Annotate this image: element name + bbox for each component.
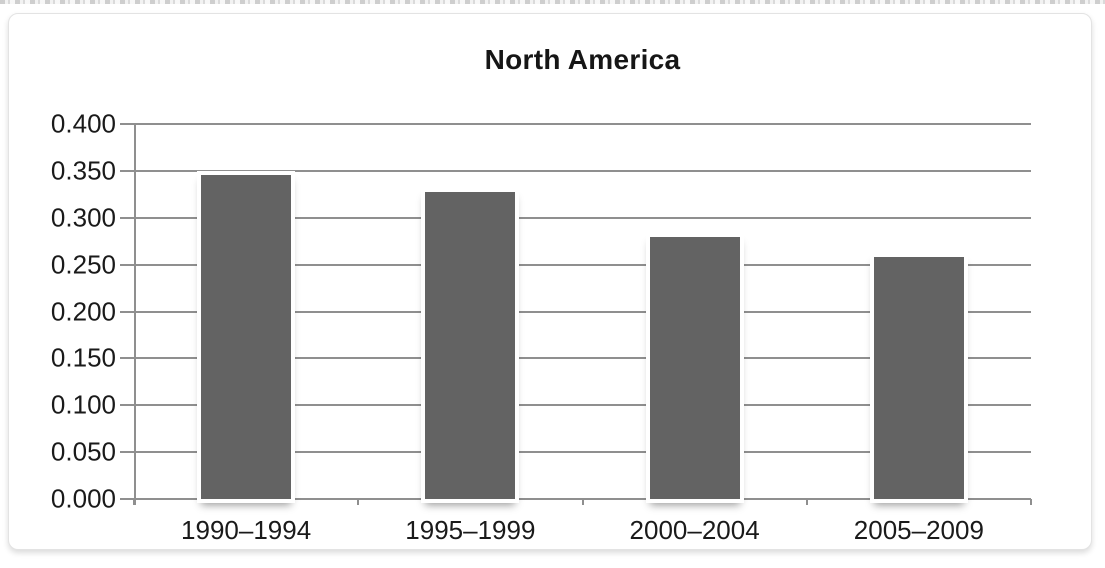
x-tick [133, 499, 135, 505]
x-category-label: 2005–2009 [853, 515, 984, 545]
gridline [120, 357, 1031, 360]
x-category-label: 2000–2004 [629, 515, 760, 545]
y-axis-line [134, 123, 136, 505]
gridline [120, 123, 1031, 125]
y-tick-label: 0.300 [50, 202, 116, 233]
x-tick [581, 499, 584, 505]
bar [201, 174, 292, 499]
y-tick-label: 0.200 [50, 296, 116, 326]
y-tick-label: 0.350 [50, 155, 116, 186]
top-scan-artifact [0, 0, 1105, 4]
y-tick-label: 0.000 [50, 483, 116, 514]
gridline [120, 498, 1031, 500]
gridline [120, 451, 1031, 454]
x-tick [805, 499, 808, 505]
y-tick-label: 0.150 [50, 342, 116, 373]
y-tick-label: 0.050 [50, 436, 116, 467]
bar [649, 236, 740, 499]
x-tick [1030, 499, 1032, 505]
x-category-label: 1995–1999 [405, 515, 536, 545]
y-tick-label: 0.100 [50, 389, 116, 420]
gridline [120, 169, 1031, 172]
plot-area: 0.400 0.350 0.300 0.250 0.200 0.150 0.100 0.050… [51, 109, 1032, 545]
bar [425, 192, 516, 499]
gridline [120, 310, 1031, 313]
y-tick-label: 0.250 [50, 249, 116, 280]
y-tick-label: 0.400 [50, 108, 116, 139]
gridline [120, 263, 1031, 266]
bar [873, 257, 964, 499]
gridline [120, 216, 1031, 219]
gridline [120, 404, 1031, 407]
x-category-label: 1990–1994 [181, 515, 312, 545]
chart-title: North America [484, 44, 681, 75]
x-tick [357, 499, 360, 505]
chart-card: North America 0.400 0.350 0.300 0.250 0.200 0… [8, 13, 1092, 550]
